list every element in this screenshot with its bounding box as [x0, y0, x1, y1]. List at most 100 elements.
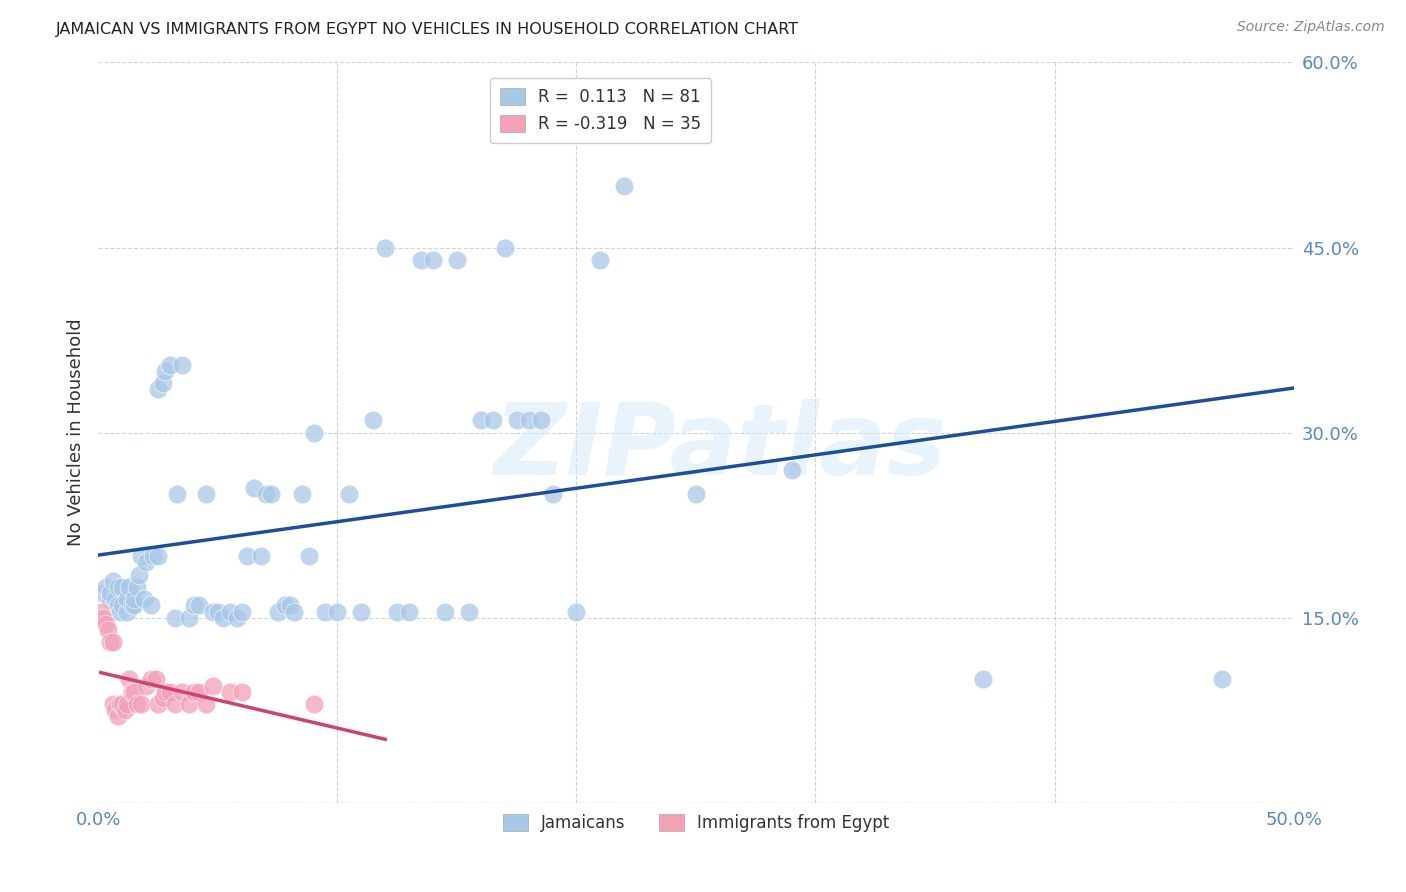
Point [458, 605, 481, 619]
Point [91, 610, 114, 624]
Point [107, 599, 129, 613]
Text: JAMAICAN VS IMMIGRANTS FROM EGYPT NO VEHICLES IN HOUSEHOLD CORRELATION CHART: JAMAICAN VS IMMIGRANTS FROM EGYPT NO VEH… [56, 22, 800, 37]
Point [125, 580, 148, 594]
Point [135, 555, 157, 569]
Point [148, 697, 170, 711]
Point [98, 586, 122, 600]
Point [481, 413, 505, 427]
Point [90, 605, 112, 619]
Point [780, 462, 803, 476]
Point [267, 605, 290, 619]
Point [148, 549, 170, 563]
Point [385, 605, 409, 619]
Point [98, 635, 122, 649]
Point [101, 635, 124, 649]
Point [565, 605, 588, 619]
Point [101, 697, 124, 711]
Point [202, 679, 225, 693]
Point [231, 605, 253, 619]
Point [131, 549, 153, 563]
Point [434, 605, 457, 619]
Point [115, 605, 138, 619]
Point [98, 592, 122, 607]
Point [243, 481, 266, 495]
Point [107, 709, 129, 723]
Point [298, 549, 321, 563]
Point [326, 605, 349, 619]
Point [374, 240, 396, 255]
Point [302, 425, 325, 440]
Point [541, 487, 564, 501]
Point [202, 605, 225, 619]
Y-axis label: No Vehicles in Household: No Vehicles in Household [67, 318, 86, 547]
Point [259, 487, 281, 501]
Point [111, 580, 134, 594]
Point [685, 487, 707, 501]
Point [422, 252, 444, 267]
Point [278, 599, 301, 613]
Point [114, 703, 136, 717]
Point [128, 567, 150, 582]
Point [211, 610, 233, 624]
Point [155, 685, 177, 699]
Point [145, 673, 167, 687]
Point [179, 697, 201, 711]
Point [339, 487, 361, 501]
Point [302, 697, 325, 711]
Point [107, 580, 129, 594]
Point [506, 413, 529, 427]
Text: ZIPatlas: ZIPatlas [494, 399, 946, 496]
Point [235, 549, 257, 563]
Point [226, 610, 249, 624]
Point [94, 616, 117, 631]
Point [152, 376, 174, 391]
Point [530, 413, 553, 427]
Point [124, 685, 146, 699]
Point [187, 685, 209, 699]
Point [166, 487, 188, 501]
Text: Source: ZipAtlas.com: Source: ZipAtlas.com [1237, 20, 1385, 34]
Point [291, 487, 314, 501]
Point [972, 673, 994, 687]
Point [517, 413, 540, 427]
Point [163, 610, 186, 624]
Point [363, 413, 385, 427]
Point [118, 673, 141, 687]
Point [254, 487, 277, 501]
Point [1211, 673, 1233, 687]
Point [142, 549, 165, 563]
Point [124, 592, 146, 607]
Point [152, 690, 174, 705]
Point [195, 487, 218, 501]
Point [121, 685, 143, 699]
Point [219, 605, 242, 619]
Point [111, 697, 134, 711]
Point [108, 697, 131, 711]
Point [315, 605, 337, 619]
Point [159, 685, 181, 699]
Point [195, 697, 218, 711]
Point [115, 697, 138, 711]
Point [108, 605, 131, 619]
Point [207, 605, 229, 619]
Point [148, 383, 170, 397]
Point [163, 697, 186, 711]
Point [274, 599, 297, 613]
Point [121, 599, 143, 613]
Point [94, 580, 117, 594]
Point [250, 549, 273, 563]
Point [231, 685, 253, 699]
Point [411, 252, 433, 267]
Point [91, 586, 114, 600]
Point [283, 605, 305, 619]
Point [172, 358, 194, 372]
Point [132, 592, 155, 607]
Point [97, 623, 120, 637]
Point [613, 178, 636, 193]
Point [131, 697, 153, 711]
Point [104, 592, 127, 607]
Point [183, 599, 205, 613]
Point [124, 599, 146, 613]
Point [179, 610, 201, 624]
Point [104, 703, 127, 717]
